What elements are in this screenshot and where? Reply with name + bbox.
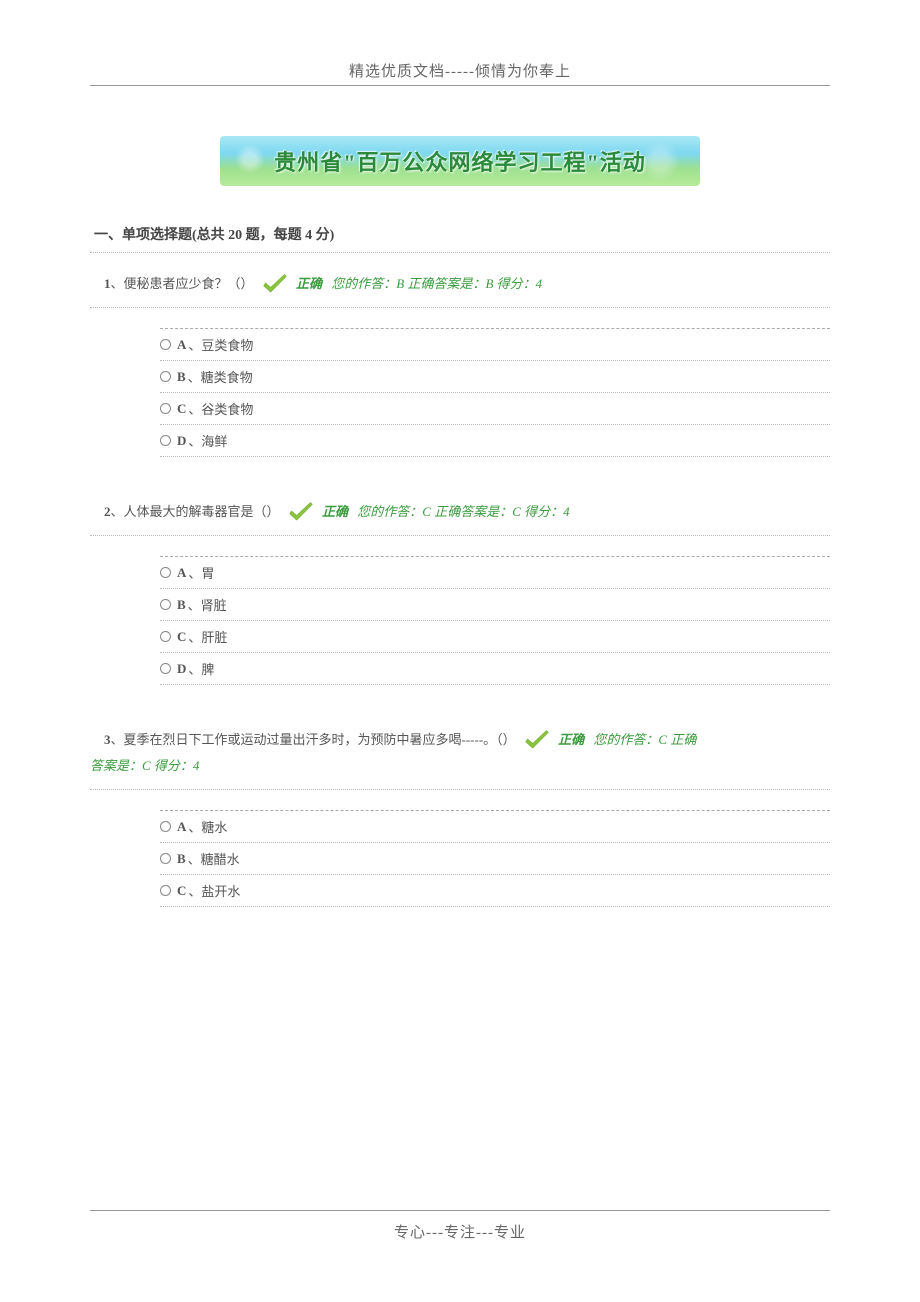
option-text: 、糖醋水	[188, 849, 240, 868]
radio-icon[interactable]	[160, 821, 171, 832]
question-line: 3、夏季在烈日下工作或运动过量出汗多时，为预防中暑应多喝-----。（） 正确 …	[90, 719, 830, 790]
option-text: 、肾脏	[188, 595, 227, 614]
option-letter: D	[177, 433, 186, 449]
radio-icon[interactable]	[160, 567, 171, 578]
option-text: 、糖水	[188, 817, 227, 836]
radio-icon[interactable]	[160, 631, 171, 642]
header-rule	[90, 85, 830, 86]
result-detail-part1: 您的作答：C 正确	[593, 732, 696, 747]
page-container: 精选优质文档-----倾情为你奉上 贵州省"百万公众网络学习工程"活动 一、单项…	[0, 0, 920, 987]
option-text: 、胃	[188, 563, 214, 582]
option-letter: D	[177, 661, 186, 677]
option-text: 、海鲜	[188, 431, 227, 450]
radio-icon[interactable]	[160, 371, 171, 382]
banner-text: 贵州省"百万公众网络学习工程"活动	[274, 145, 645, 177]
banner: 贵州省"百万公众网络学习工程"活动	[220, 136, 700, 186]
options-list: A、胃 B、肾脏 C、肝脏 D、脾	[90, 556, 830, 685]
check-icon	[523, 729, 551, 753]
option-row[interactable]: B、肾脏	[160, 589, 830, 621]
radio-icon[interactable]	[160, 599, 171, 610]
option-row[interactable]: A、糖水	[160, 810, 830, 843]
result-detail-part2: 答案是：C 得分：4	[90, 758, 199, 773]
option-row[interactable]: A、胃	[160, 556, 830, 589]
option-letter: C	[177, 401, 186, 417]
option-letter: A	[177, 819, 186, 835]
option-row[interactable]: C、肝脏	[160, 621, 830, 653]
option-letter: B	[177, 369, 186, 385]
question-line: 2、人体最大的解毒器官是（） 正确 您的作答：C 正确答案是：C 得分：4	[90, 491, 830, 536]
question-line: 1、便秘患者应少食？（） 正确 您的作答：B 正确答案是：B 得分：4	[90, 263, 830, 308]
question-block-2: 2、人体最大的解毒器官是（） 正确 您的作答：C 正确答案是：C 得分：4 A、…	[90, 491, 830, 685]
options-list: A、豆类食物 B、糖类食物 C、谷类食物 D、海鲜	[90, 328, 830, 457]
result-label: 正确	[322, 504, 348, 519]
header-watermark: 精选优质文档-----倾情为你奉上	[90, 60, 830, 81]
question-text: 、夏季在烈日下工作或运动过量出汗多时，为预防中暑应多喝-----。（）	[111, 732, 516, 747]
option-row[interactable]: C、谷类食物	[160, 393, 830, 425]
result-label: 正确	[558, 732, 584, 747]
radio-icon[interactable]	[160, 403, 171, 414]
option-text: 、豆类食物	[188, 335, 253, 354]
question-text: 、人体最大的解毒器官是（）	[111, 504, 280, 519]
options-list: A、糖水 B、糖醋水 C、盐开水	[90, 810, 830, 907]
option-letter: C	[177, 629, 186, 645]
option-row[interactable]: D、海鲜	[160, 425, 830, 457]
option-letter: A	[177, 565, 186, 581]
radio-icon[interactable]	[160, 435, 171, 446]
result-detail: 您的作答：B 正确答案是：B 得分：4	[331, 276, 542, 291]
option-text: 、脾	[188, 659, 214, 678]
question-block-3: 3、夏季在烈日下工作或运动过量出汗多时，为预防中暑应多喝-----。（） 正确 …	[90, 719, 830, 907]
radio-icon[interactable]	[160, 339, 171, 350]
option-text: 、谷类食物	[188, 399, 253, 418]
option-text: 、盐开水	[188, 881, 240, 900]
question-text: 、便秘患者应少食？（）	[111, 276, 254, 291]
option-text: 、糖类食物	[188, 367, 253, 386]
check-icon	[287, 501, 315, 525]
result-label: 正确	[296, 276, 322, 291]
option-row[interactable]: D、脾	[160, 653, 830, 685]
option-text: 、肝脏	[188, 627, 227, 646]
check-icon	[261, 273, 289, 297]
option-row[interactable]: C、盐开水	[160, 875, 830, 907]
radio-icon[interactable]	[160, 885, 171, 896]
section-header: 一、单项选择题(总共 20 题，每题 4 分)	[90, 216, 830, 253]
option-row[interactable]: B、糖醋水	[160, 843, 830, 875]
option-letter: A	[177, 337, 186, 353]
footer-text: 专心---专注---专业	[394, 1225, 526, 1241]
radio-icon[interactable]	[160, 663, 171, 674]
option-row[interactable]: B、糖类食物	[160, 361, 830, 393]
result-detail: 您的作答：C 正确答案是：C 得分：4	[357, 504, 569, 519]
option-letter: C	[177, 883, 186, 899]
radio-icon[interactable]	[160, 853, 171, 864]
option-letter: B	[177, 851, 186, 867]
option-letter: B	[177, 597, 186, 613]
footer-rule	[90, 1210, 830, 1211]
footer: 专心---专注---专业	[0, 1210, 920, 1242]
option-row[interactable]: A、豆类食物	[160, 328, 830, 361]
question-block-1: 1、便秘患者应少食？（） 正确 您的作答：B 正确答案是：B 得分：4 A、豆类…	[90, 263, 830, 457]
